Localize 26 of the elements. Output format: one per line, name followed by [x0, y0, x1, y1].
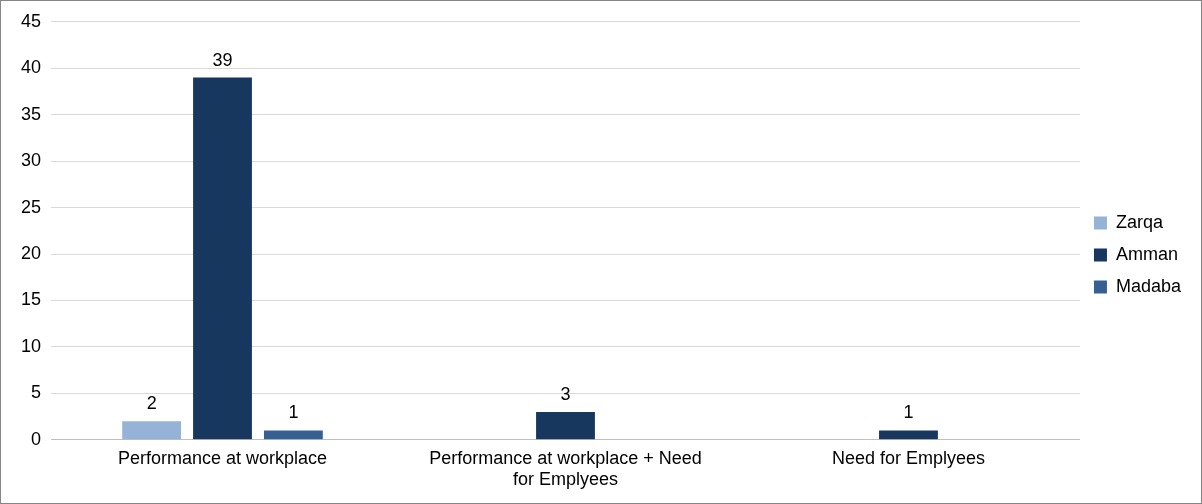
data-label: 1 [288, 402, 299, 423]
y-tick-label: 0 [31, 428, 42, 449]
y-tick-label: 30 [20, 150, 42, 171]
data-label: 1 [903, 402, 914, 423]
legend-label: Madaba [1115, 275, 1182, 296]
data-label: 2 [146, 393, 157, 414]
y-tick-label: 15 [20, 289, 42, 310]
legend-label: Amman [1115, 243, 1178, 264]
bar [122, 421, 182, 440]
x-tick-label: Need for Emplyees [831, 447, 985, 468]
bar [879, 430, 938, 440]
data-label: 3 [560, 383, 571, 404]
y-tick-label: 40 [20, 57, 42, 78]
y-tick-label: 5 [31, 382, 42, 403]
bar [263, 430, 323, 440]
bar [536, 411, 595, 440]
y-tick-label: 10 [20, 335, 42, 356]
y-tick-label: 35 [20, 103, 42, 124]
legend-label: Zarqa [1115, 211, 1164, 232]
x-tick-label: Performance at workplace [117, 447, 328, 468]
data-label: 39 [212, 49, 233, 70]
y-tick-label: 25 [20, 196, 42, 217]
y-tick-label: 45 [20, 10, 42, 31]
y-tick-label: 20 [20, 242, 42, 263]
bar [193, 77, 252, 440]
x-tick-label: Performance at workplace + Need for Emplyees [429, 447, 702, 490]
